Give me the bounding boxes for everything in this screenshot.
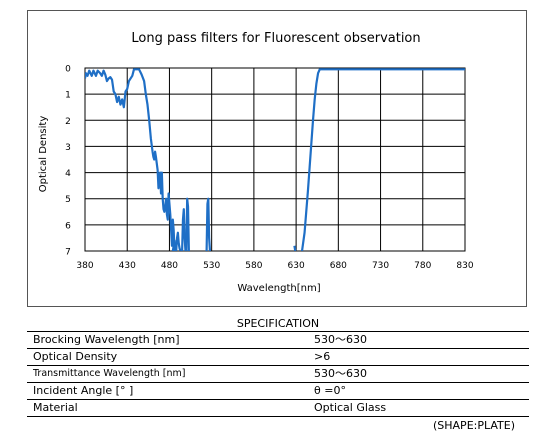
y-tick-label: 0	[65, 65, 71, 75]
y-tick-label: 3	[65, 143, 71, 153]
spec-row-transmittance: Transmittance Wavelength [nm] 530〜630	[27, 365, 529, 383]
x-tick-label: 380	[76, 261, 93, 271]
spec-title: SPECIFICATION	[236, 317, 320, 330]
od-curve-segment	[85, 68, 176, 251]
grid-layer	[84, 67, 466, 252]
tick-layer: 380 430 480 530 580 630 680 730 780 830 0 1 2 3 4 5 6 7	[65, 65, 474, 272]
od-curve-segment	[175, 231, 182, 251]
y-axis-label: Optical Density	[38, 116, 49, 193]
chart-panel: Long pass filters for Fluorescent observ…	[27, 10, 527, 307]
od-curve-segment	[181, 208, 187, 251]
spec-label: Brocking Wavelength [nm]	[27, 331, 314, 349]
y-tick-label: 7	[65, 248, 71, 258]
spec-label: Incident Angle [° ]	[27, 382, 314, 400]
spec-row-material: Material Optical Glass	[27, 399, 529, 417]
spec-label: Material	[27, 399, 314, 417]
y-tick-label: 5	[65, 195, 71, 205]
shape-note: (SHAPE:PLATE)	[432, 419, 515, 432]
od-chart: Long pass filters for Fluorescent observ…	[38, 31, 474, 294]
line-layer	[85, 68, 465, 251]
x-tick-label: 730	[372, 261, 389, 271]
od-curve-segment	[293, 245, 297, 251]
x-tick-label: 630	[288, 261, 305, 271]
spec-label: Optical Density	[27, 348, 314, 366]
spec-value: 530〜630	[314, 365, 529, 383]
spec-value: θ =0°	[314, 382, 529, 400]
plot-frame	[84, 67, 466, 252]
spec-row-incident-angle: Incident Angle [° ] θ =0°	[27, 382, 529, 400]
spec-value: >6	[314, 348, 529, 366]
spec-value: Optical Glass	[314, 399, 529, 417]
x-tick-label: 530	[203, 261, 220, 271]
spec-value: 530〜630	[314, 331, 529, 349]
od-curve-segment	[300, 68, 465, 251]
x-tick-label: 580	[245, 261, 262, 271]
y-tick-label: 2	[65, 117, 71, 127]
x-tick-label: 830	[456, 261, 473, 271]
spec-table: Brocking Wavelength [nm] 530〜630 Optical…	[27, 331, 529, 417]
x-tick-label: 780	[414, 261, 431, 271]
x-tick-label: 680	[330, 261, 347, 271]
chart-title: Long pass filters for Fluorescent observ…	[131, 31, 420, 46]
od-curve-segment	[205, 197, 212, 251]
specification-section: SPECIFICATION Brocking Wavelength [nm] 5…	[27, 316, 529, 435]
x-tick-label: 430	[119, 261, 136, 271]
od-curve-segment	[185, 197, 190, 251]
spec-row-optical-density: Optical Density >6	[27, 348, 529, 366]
spec-row-blocking: Brocking Wavelength [nm] 530〜630	[27, 331, 529, 349]
y-tick-label: 1	[65, 91, 71, 101]
y-tick-label: 4	[65, 169, 71, 179]
x-axis-label: Wavelength[nm]	[237, 283, 320, 294]
y-tick-label: 6	[65, 221, 71, 231]
spec-label: Transmittance Wavelength [nm]	[27, 365, 314, 383]
x-tick-label: 480	[161, 261, 178, 271]
